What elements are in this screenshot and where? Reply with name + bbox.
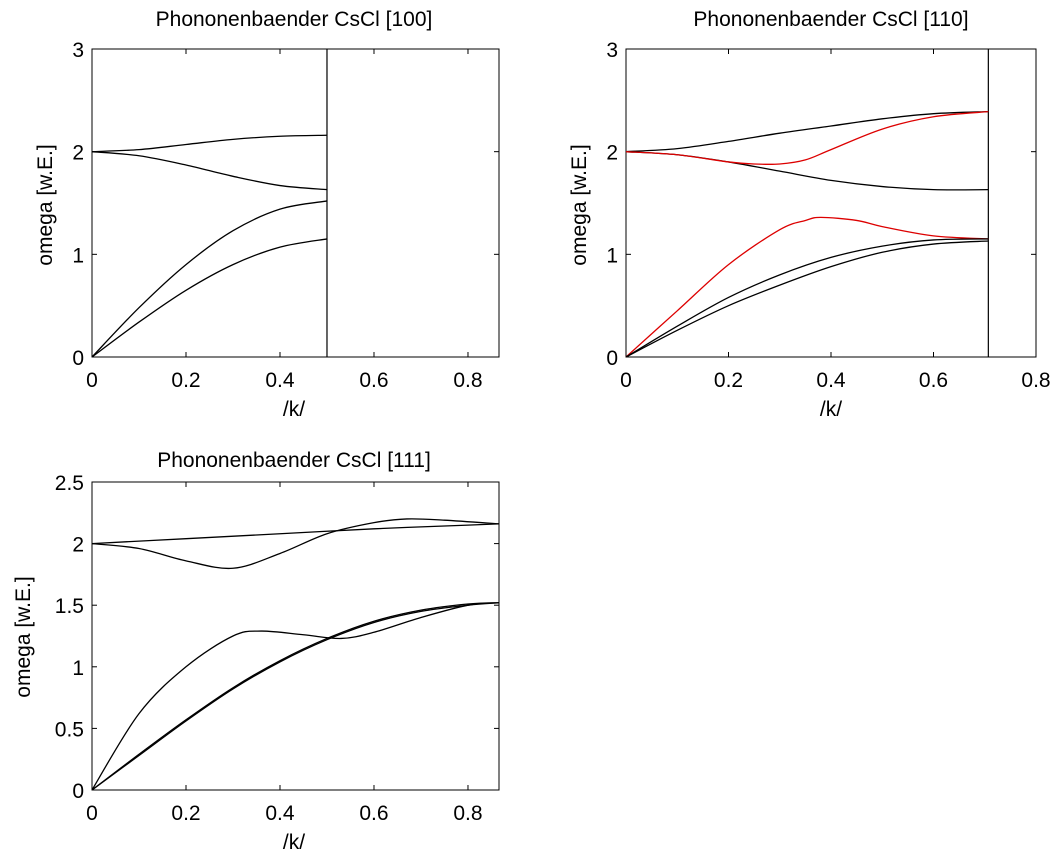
x-tick-label: 0.4 bbox=[265, 369, 295, 392]
y-tick-label: 3 bbox=[606, 39, 618, 62]
plot-area: 0 0.2 0.4 0.6 0.8 0 1 2 3 bbox=[72, 39, 499, 392]
y-axis-label: omega [w.E.] bbox=[12, 576, 35, 697]
x-axis-label: /k/ bbox=[820, 398, 842, 421]
x-tick-label: 0.2 bbox=[171, 802, 200, 825]
y-axis-label: omega [w.E.] bbox=[34, 144, 57, 265]
x-tick-label: 0 bbox=[86, 369, 98, 392]
x-tick-label: 0 bbox=[620, 369, 632, 392]
y-tick-label: 0 bbox=[606, 347, 618, 370]
y-tick-label: 2 bbox=[72, 534, 84, 557]
x-tick-label: 0 bbox=[86, 802, 98, 825]
plot-area: 0 0.2 0.4 0.6 0.8 0 0.5 1 1.5 2 2.5 bbox=[55, 472, 499, 825]
y-tick-label: 3 bbox=[72, 39, 84, 62]
band-curve-1 bbox=[92, 135, 327, 151]
band-curve-4 bbox=[92, 239, 327, 357]
y-axis-label: omega [w.E.] bbox=[568, 144, 591, 265]
y-tick-label: 1 bbox=[72, 244, 84, 267]
band-curve-5 bbox=[626, 239, 988, 357]
y-tick-label: 0 bbox=[72, 780, 84, 803]
panel-110: Phononenbaender CsCl [110] /k/ omega [w.… bbox=[568, 8, 1051, 421]
x-axis-label: /k/ bbox=[283, 831, 305, 854]
panel-111: Phononenbaender CsCl [111] /k/ omega [w.… bbox=[12, 449, 499, 854]
x-tick-label: 0.2 bbox=[714, 369, 743, 392]
y-tick-label: 2 bbox=[606, 142, 618, 165]
chart-title: Phononenbaender CsCl [100] bbox=[156, 8, 433, 31]
chart-title: Phononenbaender CsCl [111] bbox=[157, 449, 431, 472]
y-tick-label: 2.5 bbox=[55, 472, 84, 495]
band-curve-1 bbox=[92, 524, 499, 544]
x-tick-label: 0.6 bbox=[359, 369, 388, 392]
band-curve-6 bbox=[626, 241, 988, 357]
y-tick-label: 2 bbox=[72, 142, 84, 165]
axes-frame bbox=[626, 49, 1036, 357]
x-tick-label: 0.8 bbox=[453, 802, 482, 825]
band-curve-3 bbox=[626, 112, 988, 165]
axes-frame bbox=[92, 49, 499, 357]
x-tick-label: 0.2 bbox=[171, 369, 200, 392]
x-tick-label: 0.6 bbox=[359, 802, 388, 825]
band-curve-3 bbox=[92, 201, 327, 357]
band-curve-3 bbox=[92, 603, 499, 790]
band-curve-4 bbox=[626, 217, 988, 357]
x-tick-label: 0.6 bbox=[919, 369, 948, 392]
x-tick-label: 0.4 bbox=[265, 802, 295, 825]
band-curve-1 bbox=[626, 112, 988, 152]
chart-title: Phononenbaender CsCl [110] bbox=[693, 8, 968, 31]
y-tick-label: 0.5 bbox=[55, 718, 84, 741]
plot-area: 0 0.2 0.4 0.6 0.8 0 1 2 3 bbox=[606, 39, 1050, 392]
y-tick-label: 1 bbox=[606, 244, 618, 267]
y-tick-label: 0 bbox=[72, 347, 84, 370]
x-tick-label: 0.4 bbox=[816, 369, 846, 392]
panel-100: Phononenbaender CsCl [100] /k/ omega [w.… bbox=[34, 8, 499, 421]
x-axis-label: /k/ bbox=[283, 398, 305, 421]
y-tick-label: 1 bbox=[72, 657, 84, 680]
band-curve-2 bbox=[92, 152, 327, 190]
x-tick-label: 0.8 bbox=[1021, 369, 1050, 392]
x-tick-label: 0.8 bbox=[453, 369, 482, 392]
y-tick-label: 1.5 bbox=[55, 595, 84, 618]
band-curve-2 bbox=[626, 152, 988, 190]
